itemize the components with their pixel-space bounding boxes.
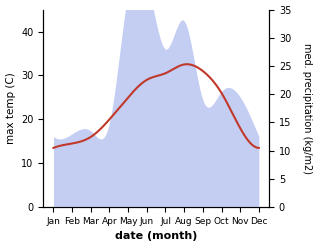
Y-axis label: max temp (C): max temp (C)	[5, 72, 16, 144]
Y-axis label: med. precipitation (kg/m2): med. precipitation (kg/m2)	[302, 43, 313, 174]
X-axis label: date (month): date (month)	[115, 231, 197, 242]
